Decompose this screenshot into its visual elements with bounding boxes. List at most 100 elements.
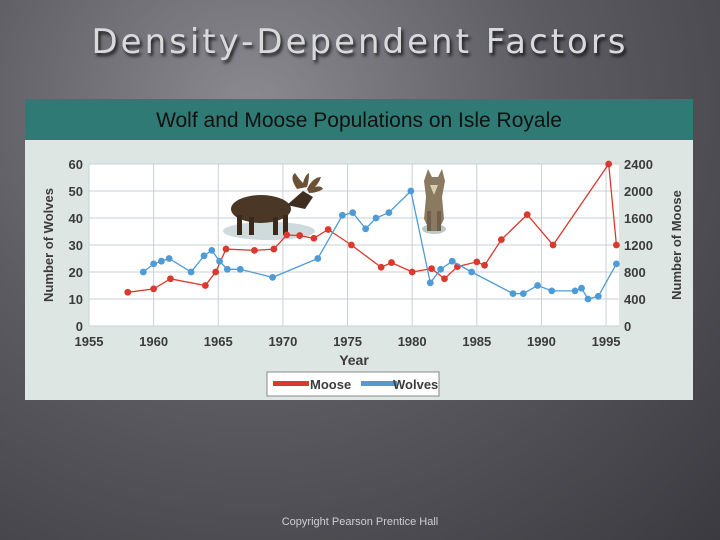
- wolves-data-point: [314, 255, 322, 262]
- left-axis-tick-label: 30: [69, 238, 83, 253]
- moose-data-point: [201, 282, 209, 289]
- wolves-data-point: [139, 268, 147, 276]
- right-axis-tick-label: 0: [624, 319, 631, 334]
- x-axis-tick-label: 1995: [592, 334, 621, 349]
- moose-data-point: [324, 226, 332, 233]
- y-axis-label-right: Number of Moose: [669, 190, 684, 300]
- x-axis-label: Year: [339, 352, 369, 368]
- left-axis-tick-label: 10: [69, 292, 83, 307]
- left-axis-tick-label: 60: [69, 157, 83, 172]
- wolves-data-point: [548, 287, 556, 295]
- moose-data-point: [408, 268, 416, 276]
- x-axis-tick-label: 1980: [398, 334, 427, 349]
- moose-data-point: [523, 211, 531, 219]
- legend-label-moose: Moose: [310, 377, 351, 392]
- wolves-data-point: [200, 252, 208, 260]
- moose-data-point: [613, 241, 620, 249]
- legend-swatch-moose: [273, 381, 309, 386]
- moose-data-point: [222, 245, 230, 253]
- wolves-data-point: [468, 268, 476, 276]
- copyright-footer: Copyright Pearson Prentice Hall: [281, 516, 439, 528]
- x-axis-tick-label: 1975: [333, 334, 362, 349]
- wolves-data-point: [338, 211, 346, 219]
- left-axis-tick-label: 20: [69, 265, 83, 280]
- x-axis-tick-label: 1990: [527, 334, 556, 349]
- wolves-data-point: [216, 257, 223, 265]
- right-axis-tick-label: 2000: [624, 184, 653, 199]
- wolves-data-point: [372, 214, 380, 222]
- wolves-data-point: [594, 292, 602, 300]
- wolves-data-point: [437, 265, 445, 273]
- wolves-data-point: [208, 247, 216, 254]
- moose-data-point: [251, 247, 258, 254]
- wolves-data-point: [385, 209, 393, 216]
- chart-panel: Wolf and Moose Populations on Isle Royal…: [25, 99, 693, 400]
- wolf-icon: [422, 169, 446, 234]
- slide-title: Density-Dependent Factors: [91, 22, 629, 62]
- moose-series-line: [127, 162, 618, 293]
- moose-data-point: [167, 275, 174, 283]
- legend-swatch-wolves: [361, 381, 397, 386]
- moose-data-point: [605, 160, 613, 168]
- wolves-data-point: [187, 268, 195, 276]
- moose-data-point: [124, 288, 132, 296]
- wolves-data-point: [165, 255, 173, 262]
- x-axis-tick-label: 1985: [462, 334, 491, 349]
- moose-data-point: [497, 236, 505, 244]
- wolf-moose-chart: 0 10 20 30 40 50 60 0 400 800 1200 1600 2000 2400 19…: [25, 140, 693, 400]
- left-axis-ticks: 0 10 20 30 40 50 60: [69, 157, 83, 334]
- left-axis-tick-label: 40: [69, 211, 83, 226]
- right-axis-tick-label: 1600: [624, 211, 653, 226]
- right-axis-tick-label: 1200: [624, 238, 653, 253]
- moose-data-point: [212, 268, 220, 276]
- wolves-data-point: [150, 260, 158, 268]
- moose-data-point: [481, 261, 488, 269]
- wolves-data-point: [236, 265, 244, 273]
- right-axis-tick-label: 400: [624, 292, 646, 307]
- wolves-data-point: [448, 257, 456, 265]
- wolves-data-point: [584, 295, 592, 303]
- wolves-data-point: [269, 274, 276, 281]
- wolves-data-point: [426, 279, 434, 287]
- wolves-data-point: [349, 209, 357, 216]
- chart-title: Wolf and Moose Populations on Isle Royal…: [156, 109, 562, 132]
- series-layer: [124, 160, 620, 303]
- moose-data-point: [270, 245, 278, 253]
- x-axis-tick-label: 1965: [204, 334, 233, 349]
- x-axis-tick-label: 1960: [139, 334, 168, 349]
- x-axis-tick-label: 1970: [268, 334, 297, 349]
- wolves-data-point: [509, 290, 517, 297]
- moose-data-point: [428, 265, 435, 273]
- moose-data-point: [473, 258, 481, 266]
- left-axis-tick-label: 50: [69, 184, 83, 199]
- y-axis-label-left: Number of Wolves: [41, 188, 56, 302]
- moose-data-point: [549, 241, 557, 249]
- chart-header-bar: [25, 99, 693, 140]
- moose-data-point: [388, 259, 395, 266]
- wolves-data-point: [613, 260, 620, 268]
- wolves-data-point: [571, 287, 579, 295]
- moose-data-point: [310, 234, 318, 242]
- right-axis-tick-label: 800: [624, 265, 646, 280]
- wolves-data-point: [578, 284, 585, 292]
- legend-label-wolves: Wolves: [393, 377, 438, 392]
- moose-data-point: [283, 231, 291, 239]
- wolves-data-point: [362, 225, 370, 233]
- wolves-data-point: [157, 257, 165, 265]
- moose-data-point: [441, 275, 448, 283]
- x-axis-tick-label: 1955: [75, 334, 104, 349]
- right-axis-tick-label: 2400: [624, 157, 653, 172]
- wolves-data-point: [407, 187, 415, 195]
- right-axis-ticks: 0 400 800 1200 1600 2000 2400: [624, 157, 653, 334]
- wolves-data-point: [223, 265, 231, 273]
- left-axis-tick-label: 0: [76, 319, 83, 334]
- legend: Moose Wolves: [266, 371, 440, 397]
- moose-data-point: [377, 263, 385, 271]
- wolves-data-point: [534, 282, 541, 289]
- wolves-data-point: [519, 290, 527, 297]
- moose-icon: [223, 173, 323, 240]
- moose-data-point: [348, 241, 355, 249]
- moose-data-point: [150, 285, 158, 293]
- moose-data-point: [296, 232, 304, 239]
- x-axis-ticks: 1955 1960 1965 1970 1975 1980 1985 1990 1995: [75, 334, 621, 349]
